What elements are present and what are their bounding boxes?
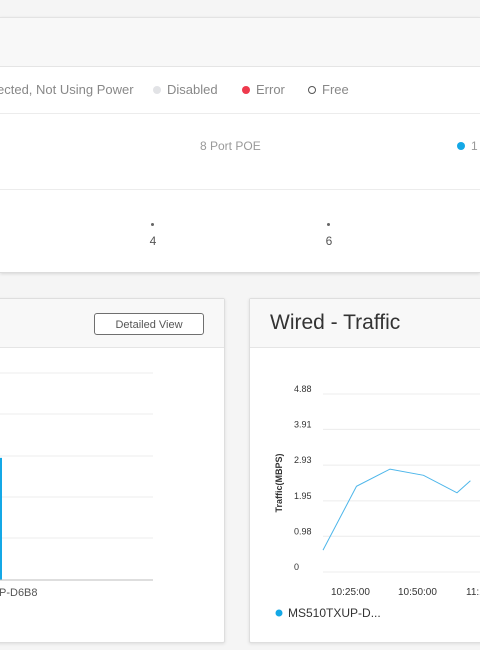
legend-connected-not-using-power: ected, Not Using Power	[0, 82, 134, 97]
wired-traffic-title: Wired - Traffic	[270, 311, 401, 334]
left-chart-card: Detailed View P-D6B8	[0, 298, 225, 643]
legend-disabled-label: Disabled	[167, 82, 218, 97]
traffic-y-tick-label: 0.98	[294, 526, 312, 536]
traffic-legend-dot-icon	[275, 609, 283, 617]
port-type-row: 8 Port POE 1	[0, 114, 480, 190]
traffic-y-axis-label: Traffic(MBPS)	[274, 453, 284, 512]
traffic-x-tick-label: 10:50:00	[398, 587, 437, 598]
blue-dot-icon	[457, 142, 465, 150]
wired-traffic-header: Wired - Traffic	[250, 299, 480, 348]
left-x-label: P-D6B8	[0, 587, 38, 599]
left-card-header: Detailed View	[0, 299, 224, 348]
traffic-x-ticks: 10:25:00 10:50:00 11:15:	[331, 587, 480, 598]
port-numbers-row: 4 6	[0, 190, 480, 272]
blue-count-value: 1	[471, 139, 478, 153]
traffic-y-ticks: 4.88 3.91 2.93 1.95 0.98 0	[294, 384, 312, 572]
poe-port-label: 8 Port POE	[200, 139, 261, 153]
traffic-legend-label[interactable]: MS510TXUP-D...	[288, 606, 381, 620]
port-4-indicator[interactable]	[151, 223, 154, 226]
legend-error-label: Error	[256, 82, 285, 97]
left-chart-grid	[0, 372, 153, 539]
traffic-line-chart: 4.88 3.91 2.93 1.95 0.98 0 10:25:00 10:50:00 11…	[274, 384, 480, 620]
port-6-indicator[interactable]	[327, 223, 330, 226]
port-status-card: ected, Not Using Power Disabled Error Fr…	[0, 17, 480, 273]
traffic-y-tick-label: 2.93	[294, 455, 312, 465]
traffic-y-tick-label: 0	[294, 562, 299, 572]
disabled-dot-icon	[153, 86, 161, 94]
legend-disabled: Disabled	[153, 82, 218, 97]
traffic-grid	[323, 393, 480, 573]
legend-free-label: Free	[322, 82, 349, 97]
port-legend: ected, Not Using Power Disabled Error Fr…	[0, 67, 480, 114]
traffic-y-tick-label: 1.95	[294, 491, 312, 501]
legend-error: Error	[242, 82, 285, 97]
detailed-view-button[interactable]: Detailed View	[94, 313, 204, 335]
device-bar[interactable]	[0, 457, 2, 580]
traffic-y-tick-label: 4.88	[294, 384, 312, 394]
blue-count: 1	[457, 139, 478, 153]
error-dot-icon	[242, 86, 250, 94]
left-bar-chart: P-D6B8	[0, 372, 153, 599]
legend-free: Free	[308, 82, 349, 97]
port-status-header	[0, 18, 480, 67]
port-number-4: 4	[149, 234, 157, 248]
traffic-y-tick-label: 3.91	[294, 419, 312, 429]
traffic-series-line[interactable]	[322, 468, 471, 551]
free-circle-icon	[308, 86, 316, 94]
port-number-6: 6	[325, 234, 333, 248]
wired-traffic-card: Wired - Traffic 4.88 3.91 2.93 1.95 0.98 0 10…	[249, 298, 480, 643]
traffic-x-tick-label: 10:25:00	[331, 587, 370, 598]
traffic-x-tick-label: 11:15:	[466, 587, 480, 598]
